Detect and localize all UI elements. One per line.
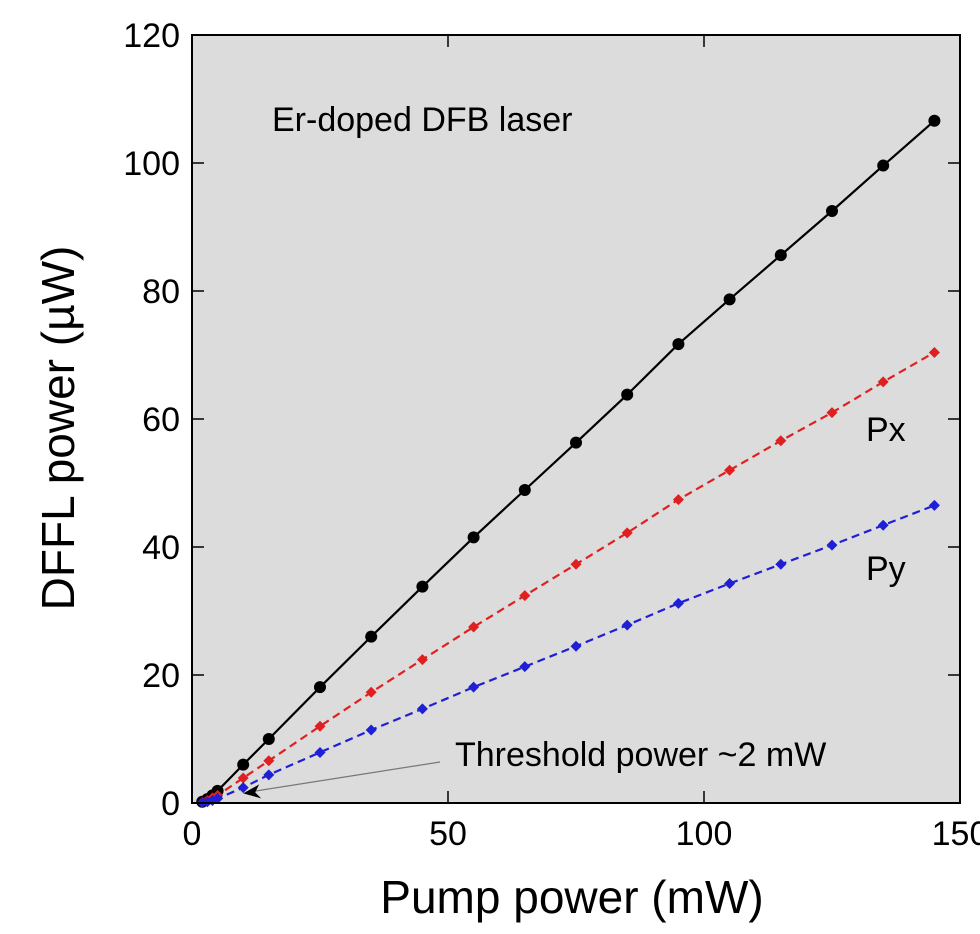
- threshold-arrow-icon: [243, 784, 262, 799]
- data-point-total: [314, 681, 326, 694]
- x-tick-label: 0: [183, 815, 202, 853]
- data-point-total: [774, 249, 787, 262]
- data-point-py: [775, 558, 787, 570]
- plot-background: [192, 35, 960, 803]
- threshold-annotation: Threshold power ~2 mW: [455, 736, 826, 774]
- data-point-px: [826, 407, 838, 419]
- data-marks: [196, 114, 941, 809]
- data-point-px: [314, 720, 326, 732]
- data-point-px: [237, 772, 249, 784]
- data-point-total: [467, 531, 480, 544]
- data-point-px: [928, 346, 940, 358]
- data-point-total: [416, 580, 429, 593]
- series-label-py: Py: [866, 550, 906, 588]
- data-point-py: [365, 724, 377, 736]
- data-point-px: [672, 494, 684, 506]
- data-point-px: [365, 686, 377, 698]
- data-point-py: [724, 577, 736, 589]
- x-axis-label: Pump power (mW): [380, 871, 763, 923]
- data-point-py: [314, 746, 326, 758]
- data-point-total: [518, 484, 531, 497]
- data-point-total: [570, 436, 582, 449]
- data-point-px: [416, 654, 428, 666]
- axis-ticks: 0 50 100 150 0 20 40 60 80 100 120: [123, 17, 980, 853]
- data-point-py: [416, 703, 428, 715]
- data-point-total: [723, 293, 736, 306]
- data-point-px: [519, 590, 531, 602]
- threshold-annotation-group: Threshold power ~2 mW: [243, 736, 826, 799]
- data-point-total: [262, 733, 275, 745]
- data-point-py: [672, 597, 684, 609]
- y-tick-label: 60: [142, 401, 180, 439]
- data-point-total: [672, 338, 685, 351]
- data-point-total: [621, 388, 634, 401]
- y-tick-label: 80: [142, 273, 180, 311]
- y-axis-label: DFFL power (µW): [32, 246, 84, 611]
- x-tick-label: 100: [676, 815, 733, 853]
- data-point-px: [877, 376, 889, 388]
- data-point-px: [621, 527, 633, 539]
- data-point-total: [928, 114, 941, 127]
- x-tick-label: 50: [429, 815, 467, 853]
- y-tick-label: 100: [123, 145, 180, 183]
- data-point-total: [237, 758, 250, 771]
- y-tick-label: 0: [161, 785, 180, 823]
- data-point-py: [519, 661, 531, 673]
- data-point-py: [212, 793, 224, 805]
- data-point-py: [263, 769, 275, 781]
- data-point-px: [724, 464, 736, 476]
- data-point-py: [826, 539, 838, 551]
- data-point-px: [263, 755, 275, 767]
- data-point-py: [877, 519, 889, 531]
- data-point-py: [621, 619, 633, 631]
- chart-annotation: Er-doped DFB laser: [272, 101, 572, 139]
- y-tick-label: 20: [142, 657, 180, 695]
- data-point-py: [468, 681, 480, 693]
- data-point-total: [826, 205, 838, 217]
- data-point-px: [570, 558, 582, 570]
- series-label-px: Px: [866, 411, 906, 449]
- data-point-py: [570, 640, 582, 652]
- data-point-total: [365, 630, 378, 643]
- data-point-py: [928, 499, 940, 511]
- threshold-arrow-line: [253, 761, 441, 792]
- data-point-px: [468, 621, 480, 633]
- data-point-py: [237, 782, 249, 794]
- y-tick-label: 120: [123, 17, 180, 55]
- y-tick-label: 40: [142, 529, 180, 567]
- data-point-total: [877, 159, 890, 172]
- data-point-px: [775, 435, 787, 447]
- x-tick-label: 150: [932, 815, 980, 853]
